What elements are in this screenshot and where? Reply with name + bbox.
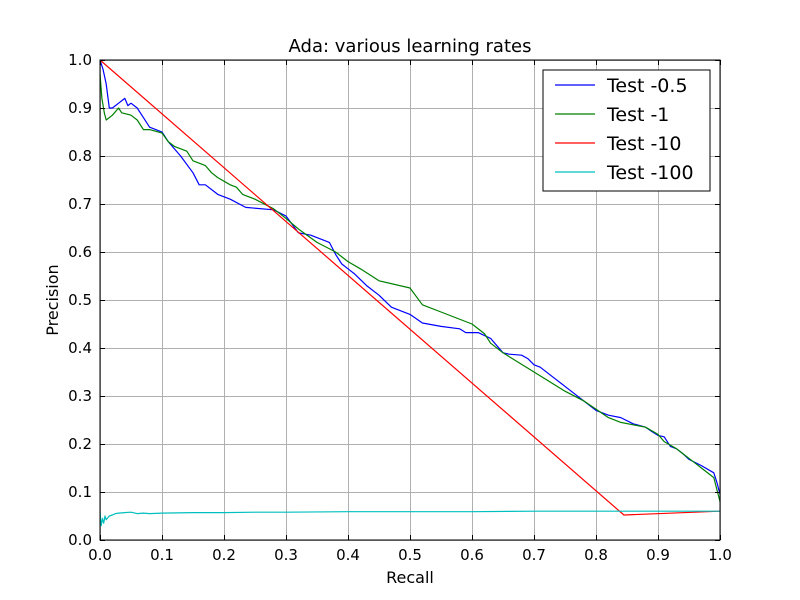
x-tick-label: 1.0 xyxy=(708,546,732,564)
y-tick-label: 0.2 xyxy=(68,435,92,453)
series-lines xyxy=(99,59,721,527)
y-tick-label: 1.0 xyxy=(68,51,92,69)
y-tick-label: 0.0 xyxy=(68,531,92,549)
legend-label-test-10: Test -10 xyxy=(606,133,682,155)
x-ticks: 0.0 0.1 0.2 0.3 0.4 0.5 0.6 0.7 0.8 0.9 1.0 xyxy=(88,60,732,564)
x-tick-label: 0.9 xyxy=(646,546,670,564)
x-tick-label: 0.5 xyxy=(398,546,422,564)
x-tick-label: 0.6 xyxy=(460,546,484,564)
y-tick-label: 0.6 xyxy=(68,243,92,261)
y-tick-label: 0.9 xyxy=(68,99,92,117)
legend-box xyxy=(542,69,711,192)
x-tick-label: 0.3 xyxy=(274,546,298,564)
y-ticks: 0.0 0.1 0.2 0.3 0.4 0.5 0.6 0.7 0.8 0.9 1.0 xyxy=(68,51,720,549)
series-line-test-100 xyxy=(99,510,720,527)
series-line-test-10 xyxy=(99,59,721,516)
x-tick-label: 0.1 xyxy=(150,546,174,564)
series-line-test-1 xyxy=(99,74,721,502)
y-tick-label: 0.7 xyxy=(68,195,92,213)
y-tick-label: 0.8 xyxy=(68,147,92,165)
legend: Test -0.5 Test -1 Test -10 Test -100 xyxy=(542,69,711,192)
legend-label-test-1: Test -1 xyxy=(606,104,669,126)
x-tick-label: 0.2 xyxy=(212,546,236,564)
x-tick-label: 0.8 xyxy=(584,546,608,564)
y-axis-label: Precision xyxy=(43,264,62,335)
x-axis-label: Recall xyxy=(386,568,434,587)
x-tick-label: 0.0 xyxy=(88,546,112,564)
y-tick-label: 0.5 xyxy=(68,291,92,309)
x-tick-label: 0.4 xyxy=(336,546,360,564)
y-tick-label: 0.1 xyxy=(68,483,92,501)
y-tick-label: 0.4 xyxy=(68,339,92,357)
legend-label-test-0-5: Test -0.5 xyxy=(606,75,688,97)
y-tick-label: 0.3 xyxy=(68,387,92,405)
chart-title: Ada: various learning rates xyxy=(289,36,532,57)
x-tick-label: 0.7 xyxy=(522,546,546,564)
legend-label-test-100: Test -100 xyxy=(606,162,694,184)
